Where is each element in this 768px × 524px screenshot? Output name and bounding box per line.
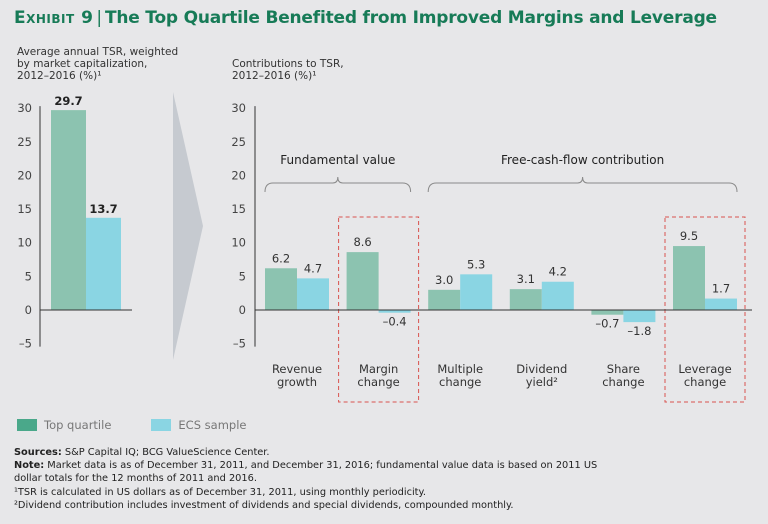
- bar-top-quartile: [346, 252, 379, 310]
- bracket-brace: [427, 176, 738, 193]
- category-label: Multiple: [437, 362, 483, 376]
- bar-ecs-sample: [705, 298, 737, 310]
- right-chart: 30 25 20 15 10 5 0 –5 6.2 8.6 3.0 3.1 –0.7 9.5 4.7 –0.4…: [231, 101, 752, 403]
- bar-top-quartile: [265, 268, 297, 310]
- left-chart: 30 25 20 15 10 5 0 –5 29.7 13.7: [17, 94, 132, 351]
- data-label: 1.7: [712, 282, 730, 296]
- bar-top-quartile: [509, 289, 542, 310]
- bracket-label: Fundamental value: [280, 153, 395, 167]
- category-label: change: [684, 375, 726, 389]
- left-chart-subtitle: Average annual TSR, weighted by market c…: [17, 46, 179, 82]
- exhibit-title: Exhibit 9 | The Top Quartile Benefited fro…: [14, 8, 717, 28]
- legend: Top quartile ECS sample: [17, 418, 286, 432]
- note-label: Note:: [14, 460, 45, 472]
- note-text: Market data is as of December 31, 2011, …: [14, 460, 598, 485]
- exhibit-number: Exhibit 9: [14, 8, 94, 28]
- legend-label: ECS sample: [178, 418, 247, 432]
- bar-top-quartile: [591, 310, 624, 315]
- bracket-brace: [264, 176, 412, 193]
- title-separator: |: [96, 8, 102, 28]
- footnote-2: ²Dividend contribution includes investme…: [14, 499, 514, 511]
- right-chart-subtitle: Contributions to TSR, 2012–2016 (%)¹: [232, 58, 344, 82]
- legend-swatch-ecs-sample: [151, 419, 172, 431]
- bracket-label: Free-cash-flow contribution: [501, 153, 664, 167]
- category-label: Share: [607, 362, 640, 376]
- bar-top-quartile: [673, 246, 705, 310]
- category-label: Revenue: [272, 362, 322, 376]
- data-label: 9.5: [680, 229, 698, 243]
- footnote-1: ¹TSR is calculated in US dollars as of D…: [14, 486, 427, 498]
- sources-text: S&P Capital IQ; BCG ValueScience Center.: [61, 447, 270, 458]
- y-tick-label: 5: [239, 269, 246, 283]
- legend-item-top-quartile: Top quartile: [17, 418, 111, 432]
- data-label: 8.6: [353, 235, 371, 249]
- category-label: change: [602, 375, 644, 389]
- category-label: growth: [277, 375, 317, 389]
- sources-line: Sources: S&P Capital IQ; BCG ValueScienc…: [14, 446, 754, 459]
- y-tick-label: 15: [231, 202, 246, 216]
- legend-item-ecs-sample: ECS sample: [151, 418, 246, 432]
- category-label: Dividend: [516, 362, 567, 376]
- category-label: Margin: [359, 362, 398, 376]
- y-tick-label: 5: [25, 269, 32, 283]
- y-tick-label: 10: [231, 236, 246, 250]
- bar-top-quartile: [51, 110, 86, 310]
- y-tick-label: 10: [17, 236, 32, 250]
- data-label: –1.8: [627, 324, 651, 338]
- data-label: 4.7: [304, 261, 322, 275]
- category-label: change: [439, 375, 481, 389]
- data-label: 3.1: [517, 272, 535, 286]
- y-tick-label: 30: [17, 101, 32, 115]
- y-tick-label: 30: [231, 101, 246, 115]
- legend-swatch-top-quartile: [17, 419, 37, 431]
- y-tick-label: 25: [231, 135, 246, 149]
- y-tick-label: 15: [17, 202, 32, 216]
- y-tick-label: 0: [25, 303, 32, 317]
- note-line: Note: Market data is as of December 31, …: [14, 459, 614, 485]
- legend-label: Top quartile: [44, 418, 112, 432]
- exhibit-heading: The Top Quartile Benefited from Improved…: [104, 8, 717, 28]
- y-tick-label: 0: [239, 303, 246, 317]
- category-label: Leverage: [678, 362, 731, 376]
- data-label: 5.3: [467, 257, 485, 271]
- data-label: 4.2: [549, 265, 567, 279]
- y-tick-label: 20: [17, 168, 32, 182]
- bar-ecs-sample: [460, 274, 493, 310]
- data-label: 29.7: [54, 94, 82, 108]
- data-label: 6.2: [272, 251, 290, 265]
- data-label: 13.7: [89, 202, 117, 216]
- y-tick-label: –5: [233, 337, 246, 351]
- bar-ecs-sample: [86, 217, 121, 310]
- data-label: –0.7: [595, 317, 619, 331]
- notes-section: Sources: S&P Capital IQ; BCG ValueScienc…: [14, 446, 754, 512]
- data-label: 3.0: [435, 273, 453, 287]
- bar-ecs-sample: [623, 310, 656, 323]
- chevron-shape: [173, 92, 203, 360]
- chevron-arrow: [173, 92, 203, 360]
- sources-label: Sources:: [14, 447, 62, 458]
- bar-ecs-sample: [541, 281, 574, 310]
- y-tick-label: 20: [231, 168, 246, 182]
- y-tick-label: –5: [19, 337, 32, 351]
- bar-top-quartile: [428, 289, 461, 310]
- data-label: –0.4: [383, 315, 407, 329]
- category-label: yield²: [526, 375, 558, 389]
- y-tick-label: 25: [17, 135, 32, 149]
- category-label: change: [357, 375, 399, 389]
- bar-ecs-sample: [378, 310, 411, 313]
- bar-ecs-sample: [297, 278, 329, 310]
